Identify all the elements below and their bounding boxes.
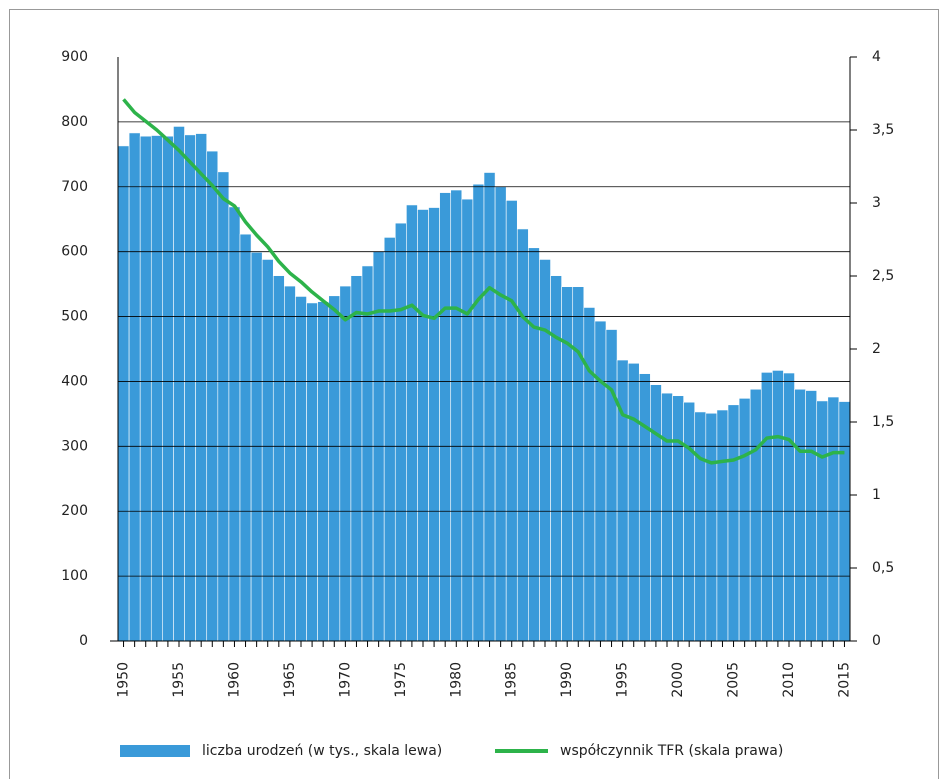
bar: [317, 301, 330, 642]
x-tick-label: 2015: [836, 662, 852, 698]
bar: [505, 200, 518, 642]
y-tick-label: 500: [61, 309, 88, 325]
bar: [827, 396, 840, 642]
bar: [217, 171, 230, 642]
bar: [272, 275, 285, 642]
x-tick-label: 1985: [504, 662, 520, 698]
bar: [406, 204, 418, 642]
x-tick-label: 2000: [670, 662, 686, 698]
x-tick-label: 2010: [781, 662, 797, 698]
bar: [528, 247, 540, 642]
bar: [239, 233, 252, 642]
legend-label: współczynnik TFR (skala prawa): [560, 743, 783, 759]
bar: [716, 409, 729, 642]
y2-tick-label: 2: [872, 341, 881, 357]
bar: [328, 295, 341, 642]
bar: [783, 372, 795, 642]
x-tick-label: 2005: [726, 662, 742, 698]
x-tick-label: 1955: [171, 662, 187, 698]
bar: [184, 134, 196, 642]
frame: [9, 9, 939, 779]
bar: [705, 412, 718, 642]
bar: [672, 395, 684, 642]
x-tick-label: 1970: [337, 662, 353, 698]
bar: [117, 145, 130, 642]
bar: [794, 388, 806, 642]
bar: [139, 135, 152, 642]
bar: [494, 186, 507, 642]
bar: [162, 135, 174, 642]
y2-tick-label: 0: [872, 633, 881, 649]
bar: [439, 192, 452, 642]
x-tick-label: 1975: [393, 662, 409, 698]
bar: [738, 398, 751, 642]
x-tick-label: 1995: [615, 662, 631, 698]
legend-label: liczba urodzeń (w tys., skala lewa): [202, 743, 442, 759]
bar: [760, 372, 773, 642]
bar: [394, 222, 407, 642]
bar: [284, 285, 296, 642]
bar: [627, 362, 640, 642]
bar: [472, 183, 485, 642]
y-tick-label: 800: [61, 114, 88, 130]
y-tick-label: 300: [61, 438, 88, 454]
tfr-line: [122, 98, 845, 465]
bar: [128, 132, 141, 642]
x-tick-label: 1990: [559, 662, 575, 698]
bar: [361, 265, 374, 642]
bar: [516, 228, 529, 642]
y2-tick-label: 4: [872, 49, 881, 65]
bar: [749, 388, 762, 642]
x-tick-label: 1980: [448, 662, 464, 698]
x-tick-label: 1960: [226, 662, 242, 698]
bar: [206, 150, 219, 642]
bar: [661, 392, 673, 642]
bar: [350, 275, 363, 642]
bar: [683, 401, 696, 642]
bar: [638, 373, 651, 642]
y-tick-label: 0: [79, 633, 88, 649]
y2-tick-label: 1: [872, 487, 881, 503]
bar: [550, 275, 562, 642]
bar: [306, 302, 318, 642]
x-tick-label: 1965: [282, 662, 298, 698]
bar: [572, 286, 585, 642]
bar: [150, 135, 163, 642]
bar: [605, 329, 618, 642]
bar: [295, 296, 307, 642]
y-tick-label: 100: [61, 568, 88, 584]
y-tick-label: 900: [61, 49, 88, 65]
bar: [838, 401, 851, 642]
y2-tick-label: 0,5: [872, 560, 894, 576]
bar: [195, 133, 208, 642]
bar: [173, 126, 185, 642]
bar: [450, 189, 463, 642]
y-tick-label: 600: [61, 244, 88, 260]
y-tick-label: 200: [61, 503, 88, 519]
bar: [383, 237, 396, 642]
bar: [461, 198, 474, 642]
bar: [583, 307, 596, 642]
bar: [594, 320, 607, 642]
y-tick-label: 400: [61, 373, 88, 389]
x-tick-label: 1950: [116, 662, 132, 698]
y2-tick-label: 1,5: [872, 414, 894, 430]
bar: [772, 370, 784, 642]
y2-tick-label: 2,5: [872, 268, 894, 284]
bar: [727, 404, 740, 642]
y2-tick-label: 3: [872, 195, 881, 211]
bar: [483, 172, 496, 642]
y2-tick-label: 3,5: [872, 122, 894, 138]
legend-swatch: [120, 745, 190, 757]
bar: [339, 285, 352, 642]
bar: [650, 384, 662, 642]
bar: [816, 400, 829, 642]
y-tick-label: 700: [61, 179, 88, 195]
bar: [805, 390, 818, 642]
